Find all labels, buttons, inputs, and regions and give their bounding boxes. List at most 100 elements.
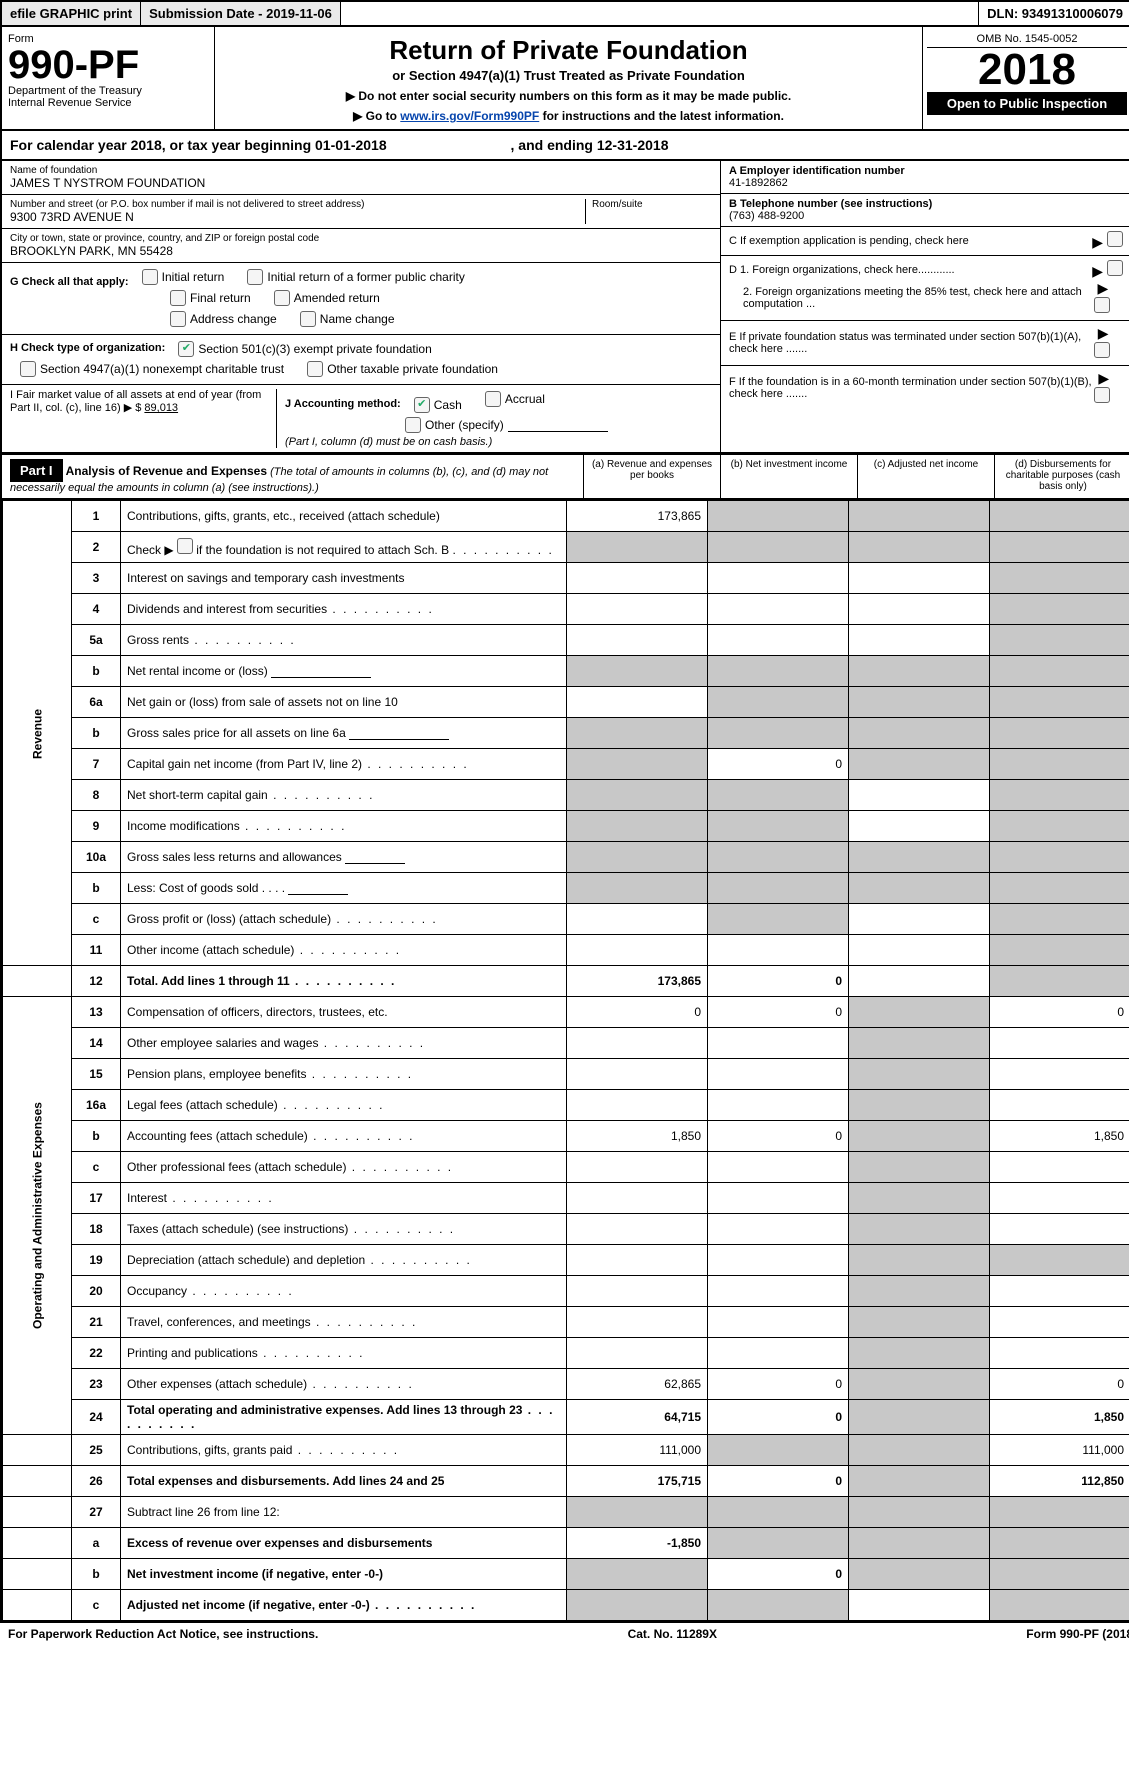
col-a-value (567, 749, 708, 780)
line-number: 2 (72, 532, 121, 563)
4947-checkbox[interactable] (20, 361, 36, 377)
cash-checkbox[interactable] (414, 397, 430, 413)
line-number: 24 (72, 1400, 121, 1435)
col-b-value (708, 842, 849, 873)
line-number: 17 (72, 1183, 121, 1214)
f-checkbox[interactable] (1094, 387, 1110, 403)
col-c-value (849, 904, 990, 935)
table-row: 10a Gross sales less returns and allowan… (3, 842, 1129, 873)
sales-blank[interactable] (349, 727, 449, 740)
amended-return-checkbox[interactable] (274, 290, 290, 306)
final-return-checkbox[interactable] (170, 290, 186, 306)
line-desc: Excess of revenue over expenses and disb… (121, 1528, 567, 1559)
col-c-value (849, 656, 990, 687)
table-row: 21 Travel, conferences, and meetings (3, 1307, 1129, 1338)
col-d-header: (d) Disbursements for charitable purpose… (994, 455, 1129, 498)
col-d-value (990, 1183, 1129, 1214)
table-row: b Net investment income (if negative, en… (3, 1559, 1129, 1590)
col-c-value (849, 966, 990, 997)
col-c-value (849, 1466, 990, 1497)
col-d-value (990, 1028, 1129, 1059)
check-pre: Check ▶ (127, 543, 174, 557)
line-number: 16a (72, 1090, 121, 1121)
top-bar: efile GRAPHIC print Submission Date - 20… (2, 2, 1129, 27)
d2-checkbox[interactable] (1094, 297, 1110, 313)
line-desc: Depreciation (attach schedule) and deple… (121, 1245, 567, 1276)
address-change-checkbox[interactable] (170, 311, 186, 327)
col-c-value (849, 501, 990, 532)
line-desc: Gross rents (121, 625, 567, 656)
line-desc: Occupancy (121, 1276, 567, 1307)
col-c-value (849, 563, 990, 594)
sch-b-checkbox[interactable] (177, 538, 193, 554)
501c3-checkbox[interactable] (178, 341, 194, 357)
cogs-blank[interactable] (288, 882, 348, 895)
col-c-value (849, 1245, 990, 1276)
name-change-checkbox[interactable] (300, 311, 316, 327)
part1-badge: Part I (10, 459, 63, 482)
col-a-value (567, 563, 708, 594)
col-b-value (708, 1152, 849, 1183)
line-number: c (72, 904, 121, 935)
j-label: J Accounting method: (285, 398, 401, 410)
g-label: G Check all that apply: (10, 276, 129, 288)
col-b-value (708, 563, 849, 594)
accrual-checkbox[interactable] (485, 391, 501, 407)
table-row: 6a Net gain or (loss) from sale of asset… (3, 687, 1129, 718)
col-b-value: 0 (708, 1121, 849, 1152)
col-d-value (990, 1590, 1129, 1621)
line-desc: Accounting fees (attach schedule) (121, 1121, 567, 1152)
blank-cell (3, 966, 72, 997)
col-a-value (567, 904, 708, 935)
col-b-value (708, 1307, 849, 1338)
col-d-value (990, 501, 1129, 532)
table-row: Operating and Administrative Expenses 13… (3, 997, 1129, 1028)
line-desc: Income modifications (121, 811, 567, 842)
e-checkbox[interactable] (1094, 342, 1110, 358)
col-a-value: -1,850 (567, 1528, 708, 1559)
line-text: Gross sales less returns and allowances (127, 850, 342, 864)
line-number: b (72, 718, 121, 749)
open-to-public-badge: Open to Public Inspection (927, 92, 1127, 115)
gross-sales-blank[interactable] (345, 851, 405, 864)
line-desc: Total expenses and disbursements. Add li… (121, 1466, 567, 1497)
rental-blank[interactable] (271, 665, 371, 678)
line-text: Gross sales price for all assets on line… (127, 726, 346, 740)
c-checkbox[interactable] (1107, 231, 1123, 247)
other-taxable-checkbox[interactable] (307, 361, 323, 377)
blank-cell (3, 1590, 72, 1621)
line-desc: Total operating and administrative expen… (121, 1400, 567, 1435)
col-a-value (567, 718, 708, 749)
dots (452, 543, 553, 557)
cal-year-end: , and ending 12-31-2018 (511, 137, 669, 153)
other-method-checkbox[interactable] (405, 417, 421, 433)
c-label: C If exemption application is pending, c… (729, 235, 969, 247)
line-text: Less: Cost of goods sold (127, 881, 258, 895)
initial-return-checkbox[interactable] (142, 269, 158, 285)
col-a-value (567, 1214, 708, 1245)
initial-former-checkbox[interactable] (247, 269, 263, 285)
table-row: 11 Other income (attach schedule) (3, 935, 1129, 966)
efile-print-button[interactable]: efile GRAPHIC print (2, 2, 141, 25)
col-b-value (708, 1245, 849, 1276)
line-desc: Gross sales price for all assets on line… (121, 718, 567, 749)
line-number: 4 (72, 594, 121, 625)
501c3-label: Section 501(c)(3) exempt private foundat… (198, 342, 431, 356)
col-b-value (708, 1338, 849, 1369)
col-c-value (849, 687, 990, 718)
line-text: Net rental income or (loss) (127, 664, 268, 678)
line-desc: Check ▶ if the foundation is not require… (121, 532, 567, 563)
col-a-value: 64,715 (567, 1400, 708, 1435)
other-specify-blank[interactable] (508, 419, 608, 432)
line-number: 27 (72, 1497, 121, 1528)
line-number: 18 (72, 1214, 121, 1245)
col-b-value (708, 594, 849, 625)
col-a-value (567, 1059, 708, 1090)
form990pf-link[interactable]: www.irs.gov/Form990PF (400, 109, 539, 123)
line-desc: Other employee salaries and wages (121, 1028, 567, 1059)
col-b-value: 0 (708, 1559, 849, 1590)
d1-checkbox[interactable] (1107, 260, 1123, 276)
line-desc: Gross sales less returns and allowances (121, 842, 567, 873)
col-c-value (849, 749, 990, 780)
col-b-value (708, 625, 849, 656)
